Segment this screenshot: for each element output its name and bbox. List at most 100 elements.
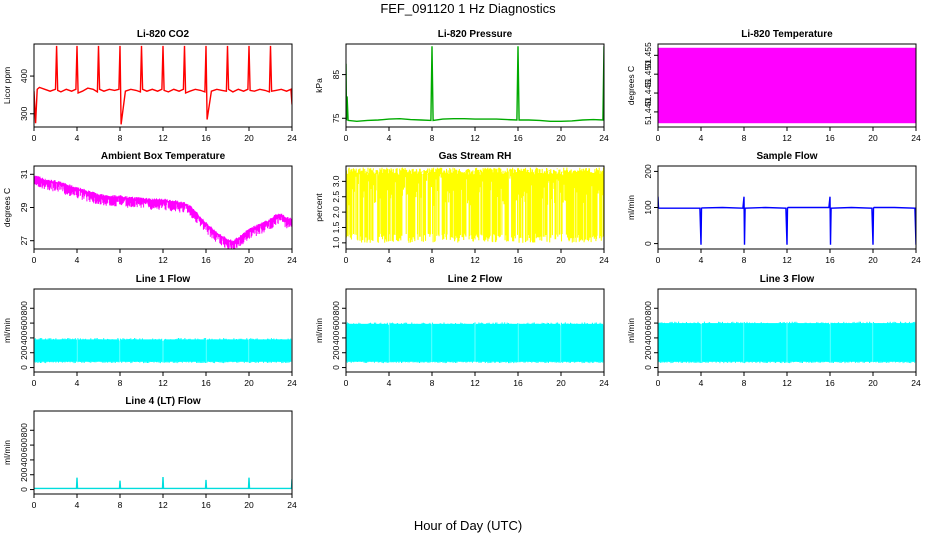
y-tick-label: 51.440 [643, 99, 653, 125]
chart-panel-2: Li-820 Pressure 0 4 8 12 16 20 24 75 85 kPa [314, 29, 609, 143]
y-tick-label: 200 [19, 345, 29, 359]
y-tick-label: 400 [643, 331, 653, 345]
y-tick-label: 100 [643, 200, 653, 214]
y-tick-label: 200 [331, 345, 341, 359]
x-tick-label: 20 [868, 378, 878, 388]
x-tick-label: 20 [244, 378, 254, 388]
chart-panel-5: Gas Stream RH 0 4 8 12 16 20 24 1.0 1.5 2.0 2.5 3.0 p… [314, 151, 609, 265]
x-tick-label: 16 [825, 255, 835, 265]
y-tick-label: 1.0 [331, 237, 341, 249]
y-tick-label: 3.0 [331, 175, 341, 187]
chart-title: Gas Stream RH [439, 151, 512, 162]
x-tick-label: 0 [656, 378, 661, 388]
y-tick-label: 51.450 [643, 61, 653, 87]
data-layer [658, 321, 916, 364]
x-tick-label: 20 [556, 378, 566, 388]
series-line [34, 476, 292, 490]
temperature-noise [34, 175, 292, 249]
chart-title: Line 3 Flow [760, 274, 815, 285]
x-tick-label: 0 [656, 255, 661, 265]
y-tick-label: 0 [19, 365, 29, 370]
y-tick-label: 51.445 [643, 80, 653, 106]
chart-title: Line 4 (LT) Flow [125, 396, 201, 407]
x-tick-label: 24 [599, 255, 609, 265]
x-tick-label: 0 [344, 378, 349, 388]
x-tick-label: 20 [244, 133, 254, 143]
chart-panel-1: Li-820 CO2 0 4 8 12 16 20 24 300 400 Licor ppm [2, 29, 297, 143]
y-axis-label: degrees C [2, 188, 12, 227]
x-tick-label: 24 [599, 133, 609, 143]
chart-panel-4: Ambient Box Temperature 0 4 8 12 16 20 24 27 29 31… [2, 151, 297, 265]
x-tick-label: 24 [287, 133, 297, 143]
y-axis-label: ml/min [2, 318, 12, 343]
chart-title: Sample Flow [756, 151, 817, 162]
chart-title: Line 2 Flow [448, 274, 503, 285]
x-tick-label: 16 [201, 378, 211, 388]
y-tick-label: 200 [643, 345, 653, 359]
chart-title: Ambient Box Temperature [101, 151, 226, 162]
data-layer [34, 175, 292, 249]
y-tick-label: 0 [19, 487, 29, 492]
y-tick-label: 29 [19, 203, 29, 213]
data-layer [34, 45, 292, 125]
data-layer [658, 47, 916, 124]
x-tick-label: 8 [430, 255, 435, 265]
y-tick-label: 400 [19, 331, 29, 345]
data-layer [346, 46, 604, 123]
temperature-band [658, 47, 916, 124]
x-tick-label: 12 [158, 378, 168, 388]
x-tick-label: 4 [699, 255, 704, 265]
y-tick-label: 2.0 [331, 206, 341, 218]
y-tick-label: 600 [19, 438, 29, 452]
x-tick-label: 0 [32, 133, 37, 143]
series-line [34, 45, 292, 125]
y-tick-label: 400 [19, 453, 29, 467]
x-tick-label: 16 [201, 500, 211, 510]
y-tick-label: 2.5 [331, 191, 341, 203]
chart-title: Line 1 Flow [136, 274, 191, 285]
y-tick-label: 75 [331, 113, 341, 123]
x-tick-label: 4 [75, 378, 80, 388]
flow-noise [34, 338, 292, 364]
x-tick-label: 12 [782, 378, 792, 388]
series-line [34, 176, 292, 244]
x-tick-label: 20 [556, 255, 566, 265]
x-tick-label: 4 [75, 500, 80, 510]
x-tick-label: 8 [118, 500, 123, 510]
y-tick-label: 800 [331, 301, 341, 315]
x-tick-label: 24 [911, 378, 921, 388]
series-line [346, 46, 604, 123]
data-layer [346, 167, 604, 243]
y-tick-label: 800 [19, 301, 29, 315]
x-tick-label: 12 [782, 133, 792, 143]
y-axis-label: degrees C [626, 66, 636, 105]
chart-title: Li-820 Pressure [438, 29, 513, 40]
y-tick-label: 27 [19, 236, 29, 246]
x-tick-label: 4 [387, 378, 392, 388]
y-tick-label: 0 [643, 241, 653, 246]
x-tick-label: 8 [742, 133, 747, 143]
y-tick-label: 85 [331, 70, 341, 80]
x-tick-label: 8 [118, 378, 123, 388]
x-tick-label: 20 [244, 500, 254, 510]
x-tick-label: 20 [868, 255, 878, 265]
x-tick-label: 20 [244, 255, 254, 265]
chart-panel-6: Sample Flow 0 4 8 12 16 20 24 0 100 200 ml/min [626, 151, 921, 265]
y-tick-label: 200 [643, 164, 653, 178]
y-axis-label: Licor ppm [2, 67, 12, 104]
figure-title: FEF_091120 1 Hz Diagnostics [380, 1, 556, 16]
x-tick-label: 0 [344, 133, 349, 143]
y-tick-label: 0 [331, 365, 341, 370]
x-tick-label: 8 [742, 378, 747, 388]
y-axis-label: kPa [314, 78, 324, 93]
x-tick-label: 0 [32, 378, 37, 388]
x-tick-label: 24 [599, 378, 609, 388]
x-tick-label: 16 [201, 255, 211, 265]
flow-noise [658, 321, 916, 364]
y-tick-label: 31 [19, 169, 29, 179]
x-tick-label: 12 [158, 500, 168, 510]
